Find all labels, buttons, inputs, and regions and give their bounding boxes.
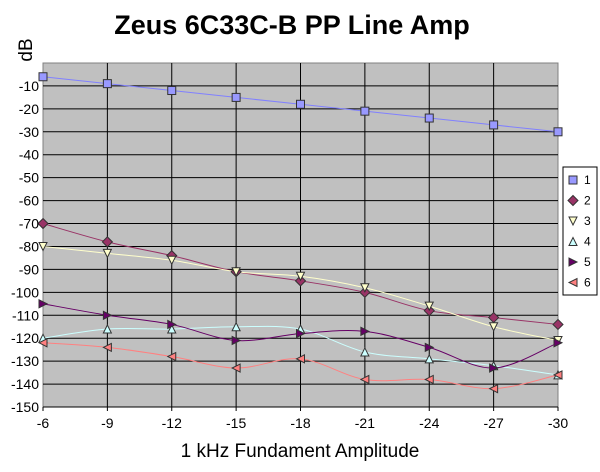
y-tick-label: -60 <box>19 193 39 209</box>
x-tick-label: -12 <box>162 415 182 431</box>
legend-marker-3 <box>568 216 578 227</box>
chart-title: Zeus 6C33C-B PP Line Amp <box>114 10 470 40</box>
data-point-1 <box>553 127 563 137</box>
legend-label-1: 1 <box>584 173 591 187</box>
legend-label-6: 6 <box>584 276 591 290</box>
data-point-5 <box>489 363 499 373</box>
data-point-5 <box>231 335 242 346</box>
y-tick-label: -80 <box>19 238 39 254</box>
data-point-2 <box>37 217 49 230</box>
series-markers <box>37 72 564 394</box>
data-point-1 <box>489 120 499 130</box>
x-tick-label: -21 <box>355 415 375 431</box>
data-point-1 <box>167 86 177 96</box>
data-point-5 <box>38 298 49 309</box>
legend-items: 1 2 3 4 5 6 <box>567 173 591 290</box>
y-tick-label: -130 <box>11 353 39 369</box>
data-point-1 <box>360 106 370 116</box>
x-tick-label: -24 <box>419 415 439 431</box>
y-tick-label: -110 <box>12 307 39 323</box>
y-tick-label: -90 <box>19 261 39 277</box>
data-point-1 <box>424 113 434 123</box>
data-point-6 <box>295 354 305 364</box>
data-point-3 <box>360 283 370 293</box>
data-point-6 <box>231 363 241 373</box>
x-tick-label: -18 <box>290 415 310 431</box>
data-point-3 <box>38 241 48 252</box>
x-tick-label: -9 <box>101 415 114 431</box>
data-point-3 <box>424 301 435 312</box>
data-point-4 <box>102 323 113 334</box>
legend <box>562 166 598 296</box>
legend-label-3: 3 <box>584 214 591 228</box>
y-tick-label: -10 <box>19 78 39 94</box>
data-point-6 <box>166 351 177 362</box>
data-point-6 <box>552 370 563 380</box>
y-tick-label: -120 <box>11 330 39 346</box>
data-point-4 <box>166 323 177 334</box>
data-point-3 <box>488 322 499 332</box>
data-point-4 <box>360 346 370 357</box>
y-tick-label: -50 <box>19 170 39 186</box>
grid-lines <box>42 63 559 411</box>
data-point-2 <box>101 236 114 248</box>
y-tick-label: -140 <box>11 376 39 392</box>
data-point-4 <box>424 353 435 364</box>
data-point-1 <box>38 72 48 82</box>
x-tick-label: -30 <box>548 415 568 431</box>
data-point-6 <box>102 342 112 353</box>
y-tick-label: -40 <box>19 147 39 163</box>
data-point-1 <box>102 79 112 89</box>
legend-marker-5 <box>568 257 579 267</box>
data-point-4 <box>231 321 241 332</box>
data-point-5 <box>296 328 306 339</box>
y-tick-label: -100 <box>11 284 39 300</box>
data-point-2 <box>552 318 564 331</box>
data-point-6 <box>37 337 48 348</box>
data-point-1 <box>231 92 241 102</box>
data-point-6 <box>424 374 434 385</box>
legend-label-2: 2 <box>584 194 591 208</box>
y-tick-label: -150 <box>11 399 39 415</box>
x-tick-label: -27 <box>484 415 504 431</box>
data-point-5 <box>360 326 370 337</box>
data-point-3 <box>166 255 177 266</box>
legend-marker-6 <box>567 277 578 288</box>
data-point-6 <box>488 383 499 394</box>
data-point-5 <box>553 337 564 348</box>
legend-label-5: 5 <box>584 255 591 269</box>
y-tick-label: -30 <box>19 124 39 140</box>
data-point-6 <box>359 374 370 385</box>
legend-marker-1 <box>568 175 578 185</box>
data-point-5 <box>102 310 113 321</box>
x-tick-label: -6 <box>37 415 50 431</box>
y-tick-label: -20 <box>19 101 39 117</box>
data-point-1 <box>296 99 305 109</box>
data-point-3 <box>231 267 241 277</box>
y-axis-label: dB <box>16 38 37 61</box>
data-point-3 <box>295 271 306 282</box>
tick-labels: -10 -20 -30 -40 -50 -60 -70 -80 -90 -100 -110 -120 -… <box>11 78 568 431</box>
legend-label-4: 4 <box>584 235 591 249</box>
legend-marker-4 <box>568 236 578 246</box>
x-axis-label: 1 kHz Fundament Amplitude <box>181 441 420 462</box>
data-point-5 <box>424 342 435 353</box>
y-tick-label: -70 <box>19 216 39 232</box>
data-point-3 <box>102 248 113 259</box>
data-point-5 <box>167 319 177 330</box>
legend-marker-2 <box>567 194 579 207</box>
x-tick-label: -15 <box>226 415 246 431</box>
